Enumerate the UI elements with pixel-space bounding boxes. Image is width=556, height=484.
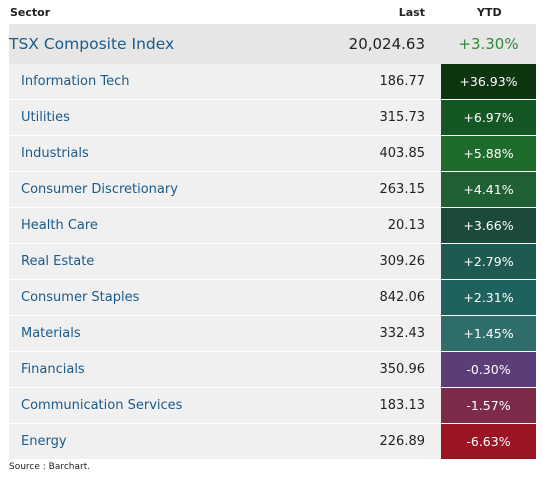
table-row: Materials 332.43 +1.45%	[9, 316, 536, 352]
sector-ytd: +6.97%	[441, 100, 536, 135]
sector-name[interactable]: Materials	[21, 326, 81, 341]
sector-last: 350.96	[379, 362, 426, 377]
sector-ytd: -0.30%	[441, 352, 536, 387]
composite-index-name[interactable]: TSX Composite Index	[9, 35, 175, 53]
table-row: Financials 350.96 -0.30%	[9, 352, 536, 388]
sector-ytd: +2.79%	[441, 244, 536, 279]
sector-last: 842.06	[379, 290, 426, 305]
sector-name[interactable]: Energy	[21, 434, 67, 449]
sector-rows: Information Tech 186.77 +36.93% Utilities 31…	[9, 64, 536, 460]
sector-name[interactable]: Industrials	[21, 146, 89, 161]
sector-ytd: +3.66%	[441, 208, 536, 243]
sector-name[interactable]: Consumer Discretionary	[21, 182, 178, 197]
sector-last: 263.15	[379, 182, 426, 197]
table-row: Communication Services 183.13 -1.57%	[9, 388, 536, 424]
sector-last: 186.77	[379, 74, 426, 89]
sector-last: 226.89	[379, 434, 426, 449]
sector-name[interactable]: Information Tech	[21, 74, 130, 89]
sector-ytd: -1.57%	[441, 388, 536, 423]
sector-name[interactable]: Utilities	[21, 110, 70, 125]
table-row: Consumer Staples 842.06 +2.31%	[9, 280, 536, 316]
sector-last: 403.85	[379, 146, 426, 161]
table-row: Industrials 403.85 +5.88%	[9, 136, 536, 172]
header-sector: Sector	[10, 6, 51, 19]
sector-ytd: +1.45%	[441, 316, 536, 351]
sector-last: 332.43	[379, 326, 426, 341]
table-header: Sector Last YTD	[9, 0, 536, 24]
composite-index-last: 20,024.63	[348, 35, 425, 53]
sector-last: 309.26	[379, 254, 426, 269]
sector-ytd: +4.41%	[441, 172, 536, 207]
sector-name[interactable]: Financials	[21, 362, 85, 377]
sector-ytd: -6.63%	[441, 424, 536, 459]
header-last: Last	[398, 6, 425, 19]
sector-ytd: +36.93%	[441, 64, 536, 99]
source-note: Source : Barchart.	[9, 462, 91, 472]
table-row: Utilities 315.73 +6.97%	[9, 100, 536, 136]
sector-name[interactable]: Real Estate	[21, 254, 95, 269]
sector-name[interactable]: Consumer Staples	[21, 290, 140, 305]
sector-name[interactable]: Health Care	[21, 218, 98, 233]
sector-name[interactable]: Communication Services	[21, 398, 183, 413]
sector-ytd: +5.88%	[441, 136, 536, 171]
table-row: Real Estate 309.26 +2.79%	[9, 244, 536, 280]
table-row: Health Care 20.13 +3.66%	[9, 208, 536, 244]
table-row: Information Tech 186.77 +36.93%	[9, 64, 536, 100]
sector-last: 315.73	[379, 110, 426, 125]
sector-ytd: +2.31%	[441, 280, 536, 315]
table-row: Consumer Discretionary 263.15 +4.41%	[9, 172, 536, 208]
header-ytd: YTD	[477, 6, 502, 19]
table-row: Energy 226.89 -6.63%	[9, 424, 536, 460]
composite-index-row: TSX Composite Index 20,024.63 +3.30%	[9, 24, 536, 64]
sector-last: 20.13	[387, 218, 425, 233]
sector-performance-table: Sector Last YTD TSX Composite Index 20,0…	[9, 0, 536, 460]
sector-last: 183.13	[379, 398, 426, 413]
composite-index-ytd: +3.30%	[458, 35, 519, 53]
